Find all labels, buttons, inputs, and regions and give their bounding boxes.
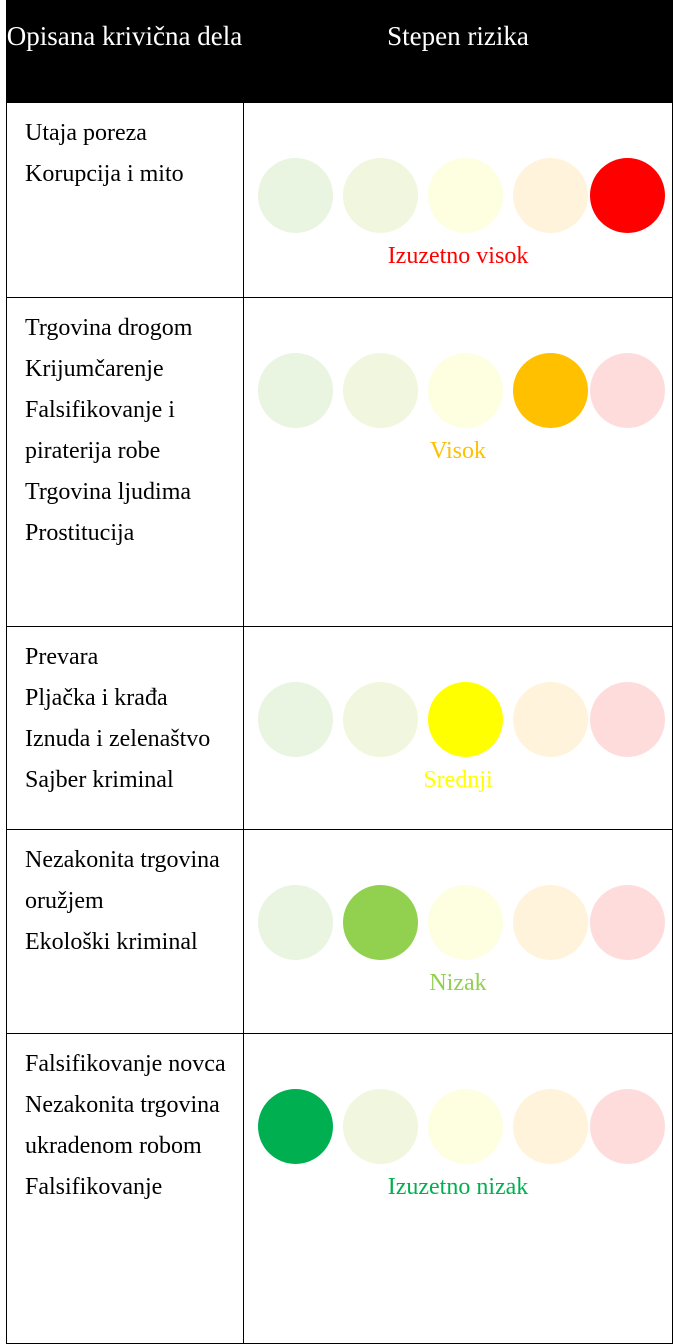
crime-item: Ekološki kriminal (25, 929, 198, 955)
crimes-cell: Nezakonita trgovina oružjem Ekološki krim… (7, 830, 244, 1033)
crime-item: Falsifikovanje novca (25, 1051, 226, 1077)
risk-label: Izuzetno visok (387, 243, 529, 269)
table-row: Utaja poreza Korupcija i mito Izuzetno vis… (6, 103, 673, 298)
crime-item: Falsifikovanje i piraterija robe (25, 397, 175, 464)
table-header: Opisana krivična dela Stepen rizika (6, 0, 673, 103)
risk-indicator (589, 681, 665, 757)
risk-cell: Srednji (244, 627, 672, 829)
risk-indicator (257, 157, 333, 233)
risk-label: Visok (430, 438, 486, 464)
risk-indicator (589, 1088, 665, 1164)
risk-indicator (427, 1088, 503, 1164)
table-row: Trgovina drogom Krijumčarenje Falsifikovan… (6, 298, 673, 627)
crimes-cell: Trgovina drogom Krijumčarenje Falsifikovan… (7, 298, 244, 626)
risk-indicator (257, 681, 333, 757)
risk-indicator-active (427, 681, 503, 757)
risk-indicator (512, 1088, 588, 1164)
risk-indicator (427, 352, 503, 428)
table-row: Nezakonita trgovina oružjem Ekološki krim… (6, 830, 673, 1034)
risk-indicator (589, 884, 665, 960)
risk-cell: Nizak (244, 830, 672, 1033)
crime-item: Krijumčarenje (25, 356, 164, 382)
header-cell: Stepen rizika (387, 21, 529, 51)
risk-indicator (589, 352, 665, 428)
crime-item: Iznuda i zelenaštvo (25, 726, 211, 752)
risk-indicator (257, 352, 333, 428)
risk-indicator (427, 157, 503, 233)
crime-item: Falsifikovanje (25, 1174, 163, 1200)
table-row: Prevara Pljačka i krađa Iznuda i zelenaštv… (6, 627, 673, 830)
crime-item: Trgovina drogom (25, 315, 193, 341)
risk-indicator (342, 352, 418, 428)
header-cell: Opisana krivična dela (6, 21, 243, 51)
risk-table: Opisana krivična dela Stepen rizika Utaj… (6, 0, 673, 1344)
risk-indicator (342, 681, 418, 757)
risk-cell: Izuzetno nizak (244, 1034, 672, 1343)
risk-cell: Izuzetno visok (244, 103, 672, 297)
risk-indicator (512, 681, 588, 757)
risk-indicator-active (512, 352, 588, 428)
risk-indicator (512, 884, 588, 960)
risk-indicator-active (589, 157, 665, 233)
crime-item: Sajber kriminal (25, 767, 174, 793)
crime-item: Nezakonita trgovina ukradenom robom (25, 1092, 220, 1159)
crime-item: Korupcija i mito (25, 161, 184, 187)
risk-label: Izuzetno nizak (387, 1174, 529, 1200)
crimes-cell: Utaja poreza Korupcija i mito (7, 103, 244, 297)
crime-item: Pljačka i krađa (25, 685, 168, 711)
crime-item: Trgovina ljudima (25, 479, 192, 505)
crime-item: Utaja poreza (25, 120, 147, 146)
risk-cell: Visok (244, 298, 672, 626)
crime-item: Nezakonita trgovina oružjem (25, 847, 220, 914)
risk-indicator-active (342, 884, 418, 960)
risk-label: Srednji (423, 767, 493, 793)
crime-item: Prostitucija (25, 520, 135, 546)
table-row: Falsifikovanje novca Nezakonita trgovina … (6, 1034, 673, 1344)
risk-indicator (512, 157, 588, 233)
risk-label: Nizak (429, 970, 487, 996)
crime-item: Prevara (25, 644, 99, 670)
crimes-cell: Prevara Pljačka i krađa Iznuda i zelenaštv… (7, 627, 244, 829)
risk-indicator-active (257, 1088, 333, 1164)
risk-indicator (342, 157, 418, 233)
risk-indicator (427, 884, 503, 960)
crimes-cell: Falsifikovanje novca Nezakonita trgovina … (7, 1034, 244, 1343)
risk-indicator (257, 884, 333, 960)
risk-indicator (342, 1088, 418, 1164)
